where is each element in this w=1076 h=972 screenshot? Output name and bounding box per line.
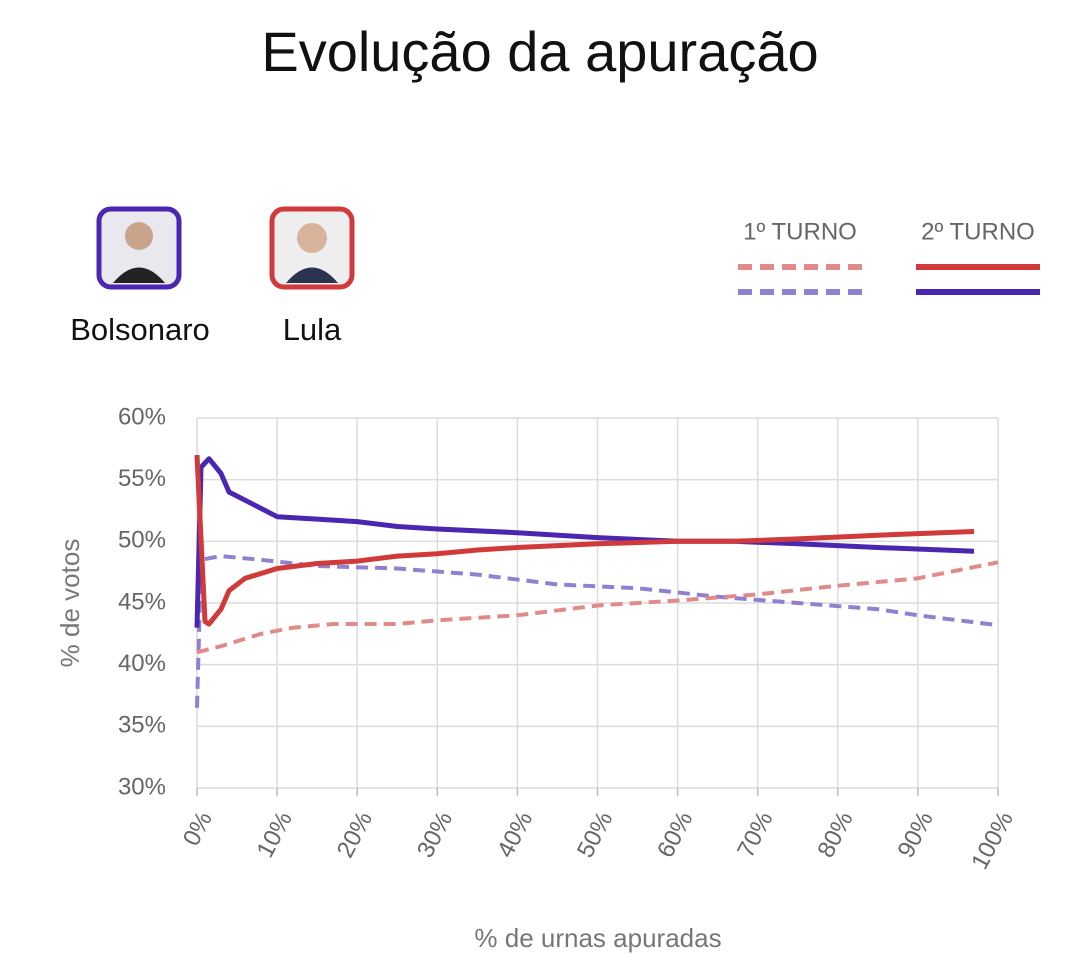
legend-turn: 2º TURNO bbox=[921, 218, 1035, 245]
series-line bbox=[196, 560, 999, 655]
photo-bolsonaro bbox=[96, 206, 182, 290]
legend-label: Lula bbox=[283, 312, 342, 347]
x-tick-label: 30% bbox=[412, 807, 458, 862]
x-tick-label: 40% bbox=[492, 807, 538, 862]
x-tick-label: 20% bbox=[332, 807, 378, 862]
x-tick-label: 10% bbox=[252, 807, 298, 862]
photo-lula bbox=[269, 206, 355, 290]
x-tick-label: 80% bbox=[812, 807, 858, 862]
x-tick-label: 50% bbox=[572, 807, 618, 862]
x-axis-label: % de urnas apuradas bbox=[474, 923, 721, 953]
series-line bbox=[195, 554, 999, 708]
y-tick-label: 60% bbox=[118, 403, 166, 430]
y-tick-label: 50% bbox=[118, 527, 166, 554]
chart-title: Evolução da apuração bbox=[261, 20, 818, 83]
x-tick-label: 0% bbox=[178, 807, 218, 850]
x-tick-label: 90% bbox=[892, 807, 938, 862]
legend-turn: 1º TURNO bbox=[743, 218, 857, 245]
y-tick-label: 35% bbox=[118, 712, 166, 739]
series-line bbox=[194, 454, 975, 627]
x-tick-label: 100% bbox=[966, 807, 1019, 874]
y-tick-label: 30% bbox=[118, 773, 166, 800]
y-tick-label: 45% bbox=[118, 588, 166, 615]
y-axis-label: % de votos bbox=[55, 539, 85, 668]
y-tick-label: 55% bbox=[118, 465, 166, 492]
x-tick-label: 60% bbox=[652, 807, 698, 862]
legend-label: Bolsonaro bbox=[70, 312, 210, 347]
x-tick-label: 70% bbox=[732, 807, 778, 862]
y-tick-label: 40% bbox=[118, 650, 166, 677]
